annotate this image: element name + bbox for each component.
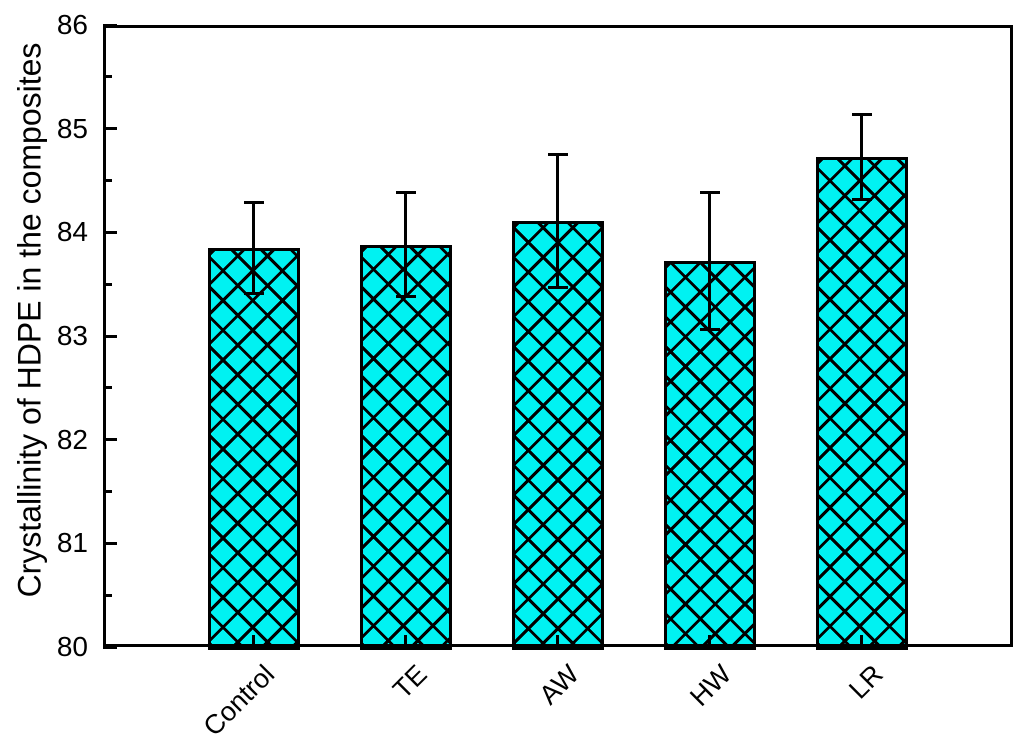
error-bar-cap-top	[547, 153, 568, 157]
y-minor-tick	[103, 75, 112, 79]
y-major-tick	[103, 230, 117, 234]
error-bar-line	[708, 192, 711, 330]
error-bar-cap-top	[851, 112, 872, 116]
y-tick-label: 86	[56, 9, 88, 40]
bar-control	[207, 247, 300, 650]
y-major-tick	[103, 127, 117, 131]
y-tick-label: 80	[56, 631, 88, 662]
y-tick-label: 85	[56, 112, 88, 144]
x-major-tick	[252, 635, 255, 647]
error-bar-cap-bottom	[395, 295, 416, 299]
x-tick-label-te: TE	[387, 659, 433, 705]
error-bar-cap-bottom	[851, 197, 872, 201]
error-bar-line	[556, 154, 559, 288]
y-minor-tick	[103, 490, 112, 493]
x-major-tick	[860, 635, 863, 647]
y-major-tick	[103, 645, 117, 649]
error-bar-cap-bottom	[243, 291, 264, 295]
bar-lr	[815, 156, 908, 650]
y-tick-label: 82	[56, 423, 88, 455]
y-minor-tick	[103, 179, 112, 182]
y-minor-tick	[103, 282, 112, 286]
error-bar-cap-top	[699, 191, 720, 195]
bar-te	[359, 244, 452, 650]
error-bar-line	[252, 202, 255, 294]
error-bar-line	[860, 114, 863, 200]
bar-aw	[511, 220, 604, 650]
y-minor-tick	[103, 593, 112, 597]
error-bar-cap-bottom	[547, 285, 568, 289]
x-major-tick	[708, 635, 711, 647]
x-tick-label-lr: LR	[843, 659, 889, 705]
y-major-tick	[103, 541, 117, 545]
x-major-tick	[404, 635, 407, 647]
error-bar-cap-top	[243, 200, 264, 204]
y-tick-label: 81	[56, 527, 88, 559]
error-bar-line	[404, 192, 407, 297]
error-bar-cap-top	[395, 191, 416, 195]
y-tick-label: 84	[56, 216, 88, 248]
x-tick-label-control: Control	[197, 659, 281, 735]
x-major-tick	[556, 635, 559, 647]
y-major-tick	[103, 438, 117, 442]
y-major-tick	[103, 23, 117, 27]
y-minor-tick	[103, 386, 112, 390]
y-tick-label: 83	[56, 320, 88, 351]
x-tick-label-aw: AW	[533, 659, 585, 711]
x-tick-label-hw: HW	[683, 659, 737, 713]
y-major-tick	[103, 334, 117, 338]
error-bar-cap-bottom	[699, 328, 720, 332]
